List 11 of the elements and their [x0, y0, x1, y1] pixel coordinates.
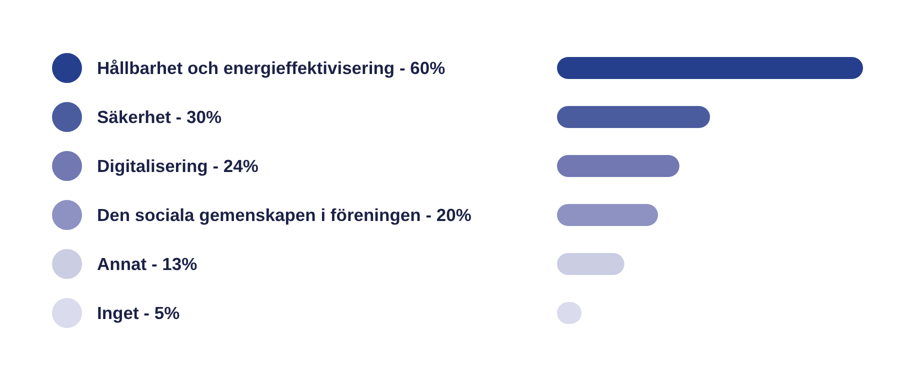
bar: [557, 155, 680, 177]
y-tick-label: Hållbarhet och energieffektivisering - 60%: [97, 58, 446, 78]
y-tick-label: Annat - 13%: [97, 254, 198, 274]
y-tick-label: Säkerhet - 30%: [97, 107, 222, 128]
y-tick-label: Digitalisering - 24%: [97, 156, 259, 176]
bar: [557, 106, 710, 128]
bar: [557, 253, 624, 275]
bar: [557, 204, 658, 226]
y-tick-label: Den sociala gemenskapen i föreningen - 20%: [97, 205, 472, 226]
bar: [557, 57, 863, 79]
y-tick-label: Inget - 5%: [97, 303, 180, 324]
